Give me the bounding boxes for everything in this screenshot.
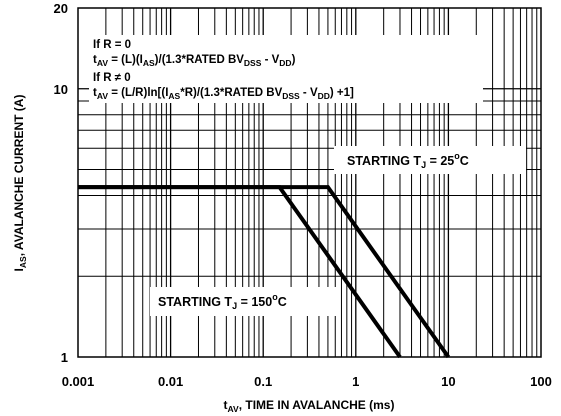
y-axis-label: IAS, AVALANCHE CURRENT (A): [12, 95, 28, 272]
x-tick-label: 0.01: [158, 374, 183, 389]
formula-box: [89, 35, 483, 103]
series-label-tj-150: STARTING TJ = 150oC: [158, 292, 287, 311]
formula-line-4: tAV = (L/R)ln[(IAS*R)/(1.3*RATED BVDSS -…: [93, 87, 354, 101]
x-tick-label: 10: [441, 374, 455, 389]
plot-frame: [77, 7, 542, 358]
x-tick-label: 100: [530, 374, 552, 389]
series-line-1: [78, 185, 402, 359]
y-tick-labels: 1 10 20: [54, 1, 68, 365]
series-label-tj-25: STARTING TJ = 25oC: [347, 151, 469, 170]
y-tick-label: 20: [54, 1, 68, 16]
y-tick-label: 10: [54, 82, 68, 97]
formula-line-1: If R = 0: [93, 39, 131, 51]
x-tick-labels: 0.001 0.01 0.1 1 10 100: [62, 374, 552, 389]
tj150-label-box: [150, 287, 340, 316]
series-lines: [78, 185, 451, 359]
formula-line-2: tAV = (L)(IAS)/(1.3*RATED BVDSS - VDD): [93, 54, 296, 68]
x-tick-label: 0.1: [254, 374, 272, 389]
x-axis-label: tAV, TIME IN AVALANCHE (ms): [224, 398, 395, 414]
x-tick-label: 1: [352, 374, 359, 389]
tj25-label-box: [334, 146, 526, 174]
y-tick-label: 1: [61, 350, 68, 365]
formula-line-3: If R ≠ 0: [93, 72, 131, 84]
x-tick-label: 0.001: [62, 374, 95, 389]
